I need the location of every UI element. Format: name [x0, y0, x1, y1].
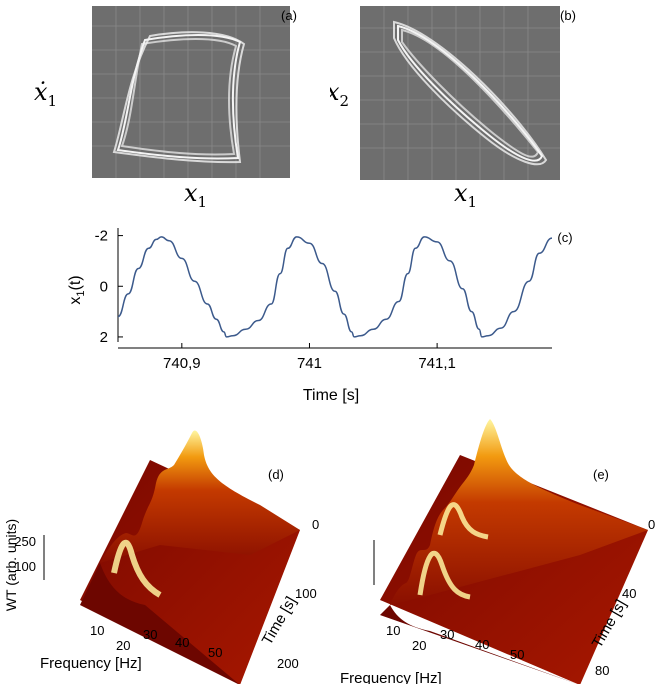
- oscilloscope-grid-b: [360, 6, 560, 180]
- y-tick-d-200: 200: [277, 656, 299, 671]
- x-tick-d-40: 40: [175, 635, 189, 650]
- z-tick-d-250: 250: [14, 534, 36, 549]
- x-tick-d-20: 20: [116, 638, 130, 653]
- surface-xlabel-e: Frequency [Hz]: [340, 670, 442, 684]
- timeseries-line: [117, 236, 553, 338]
- panel-a-svg: (a) ẋ1 x1: [34, 6, 297, 211]
- panel-d: (d) WT (arb. units) 250 100 10 20 30 40 …: [0, 405, 330, 685]
- panel-d-tag: (d): [268, 467, 284, 482]
- panel-b-xlabel: x1: [454, 179, 477, 210]
- surface-xlabel-d: Frequency [Hz]: [40, 655, 142, 672]
- timeseries-axes: -2 0 2 740,9 741 741,1: [95, 228, 552, 372]
- x-tick-e-40: 40: [475, 637, 489, 652]
- panel-a: (a) ẋ1 x1: [0, 0, 330, 211]
- x-tick-e-50: 50: [510, 647, 524, 662]
- surface-ridge-e: [390, 419, 648, 605]
- timeseries-chart: -2 0 2 740,9 741 741,1 (c) Time [s] x1(t): [67, 228, 573, 404]
- panel-b-ylabel: x2: [330, 78, 349, 110]
- x-tick-d-10: 10: [90, 623, 104, 638]
- y-tick-d-100: 100: [295, 586, 317, 601]
- surface-peak-d: [111, 539, 162, 598]
- x-tick-e-20: 20: [412, 638, 426, 653]
- surface-peak-e-2: [437, 502, 489, 540]
- surface-front-d: [80, 563, 240, 685]
- panel-b-svg: (b) x2 x1: [326, 6, 576, 211]
- surface-zlabel-d: WT (arb. units): [3, 519, 19, 611]
- z-tick-d-100: 100: [14, 559, 36, 574]
- y-tick-d-0: 0: [312, 517, 319, 532]
- panel-e-tag: (e): [593, 467, 609, 482]
- x-tick-label: 740,9: [163, 355, 201, 372]
- y-tick-e-0: 0: [648, 517, 655, 532]
- panel-b-tag: (b): [560, 8, 576, 23]
- x-tick-label: 741: [297, 355, 322, 372]
- y-tick-label: -2: [95, 228, 108, 245]
- panel-c: -2 0 2 740,9 741 741,1 (c) Time [s] x1(t): [0, 210, 659, 405]
- panel-a-tag: (a): [281, 8, 297, 23]
- x-tick-d-30: 30: [143, 627, 157, 642]
- panel-d-svg: (d) WT (arb. units) 250 100 10 20 30 40 …: [3, 430, 319, 685]
- timeseries-xlabel: Time [s]: [303, 387, 359, 404]
- phase-portrait-b: [393, 20, 548, 166]
- panel-a-xlabel: x1: [184, 179, 207, 210]
- y-tick-label: 2: [100, 329, 108, 346]
- x-tick-e-10: 10: [386, 623, 400, 638]
- panel-b: (b) x2 x1: [326, 0, 659, 211]
- phase-portrait-a: [112, 31, 246, 164]
- panel-e: (e) 10 20 30 40 50 Frequency [Hz] 0 40 8…: [330, 405, 659, 687]
- x-tick-label: 741,1: [418, 355, 456, 372]
- y-tick-e-40: 40: [622, 586, 636, 601]
- oscilloscope-screen-b: [360, 6, 560, 180]
- timeseries-line-group: [117, 236, 553, 338]
- x-tick-e-30: 30: [440, 627, 454, 642]
- timeseries-ylabel: x1(t): [67, 275, 87, 304]
- panel-a-ylabel: ẋ1: [34, 78, 57, 110]
- surface-peak-e-1: [417, 550, 471, 600]
- y-tick-e-80: 80: [595, 663, 609, 678]
- x-tick-d-50: 50: [208, 645, 222, 660]
- panel-e-svg: (e) 10 20 30 40 50 Frequency [Hz] 0 40 8…: [340, 419, 655, 687]
- y-tick-label: 0: [100, 278, 108, 295]
- panel-c-tag: (c): [557, 230, 572, 245]
- surface-ridge-d: [100, 430, 300, 563]
